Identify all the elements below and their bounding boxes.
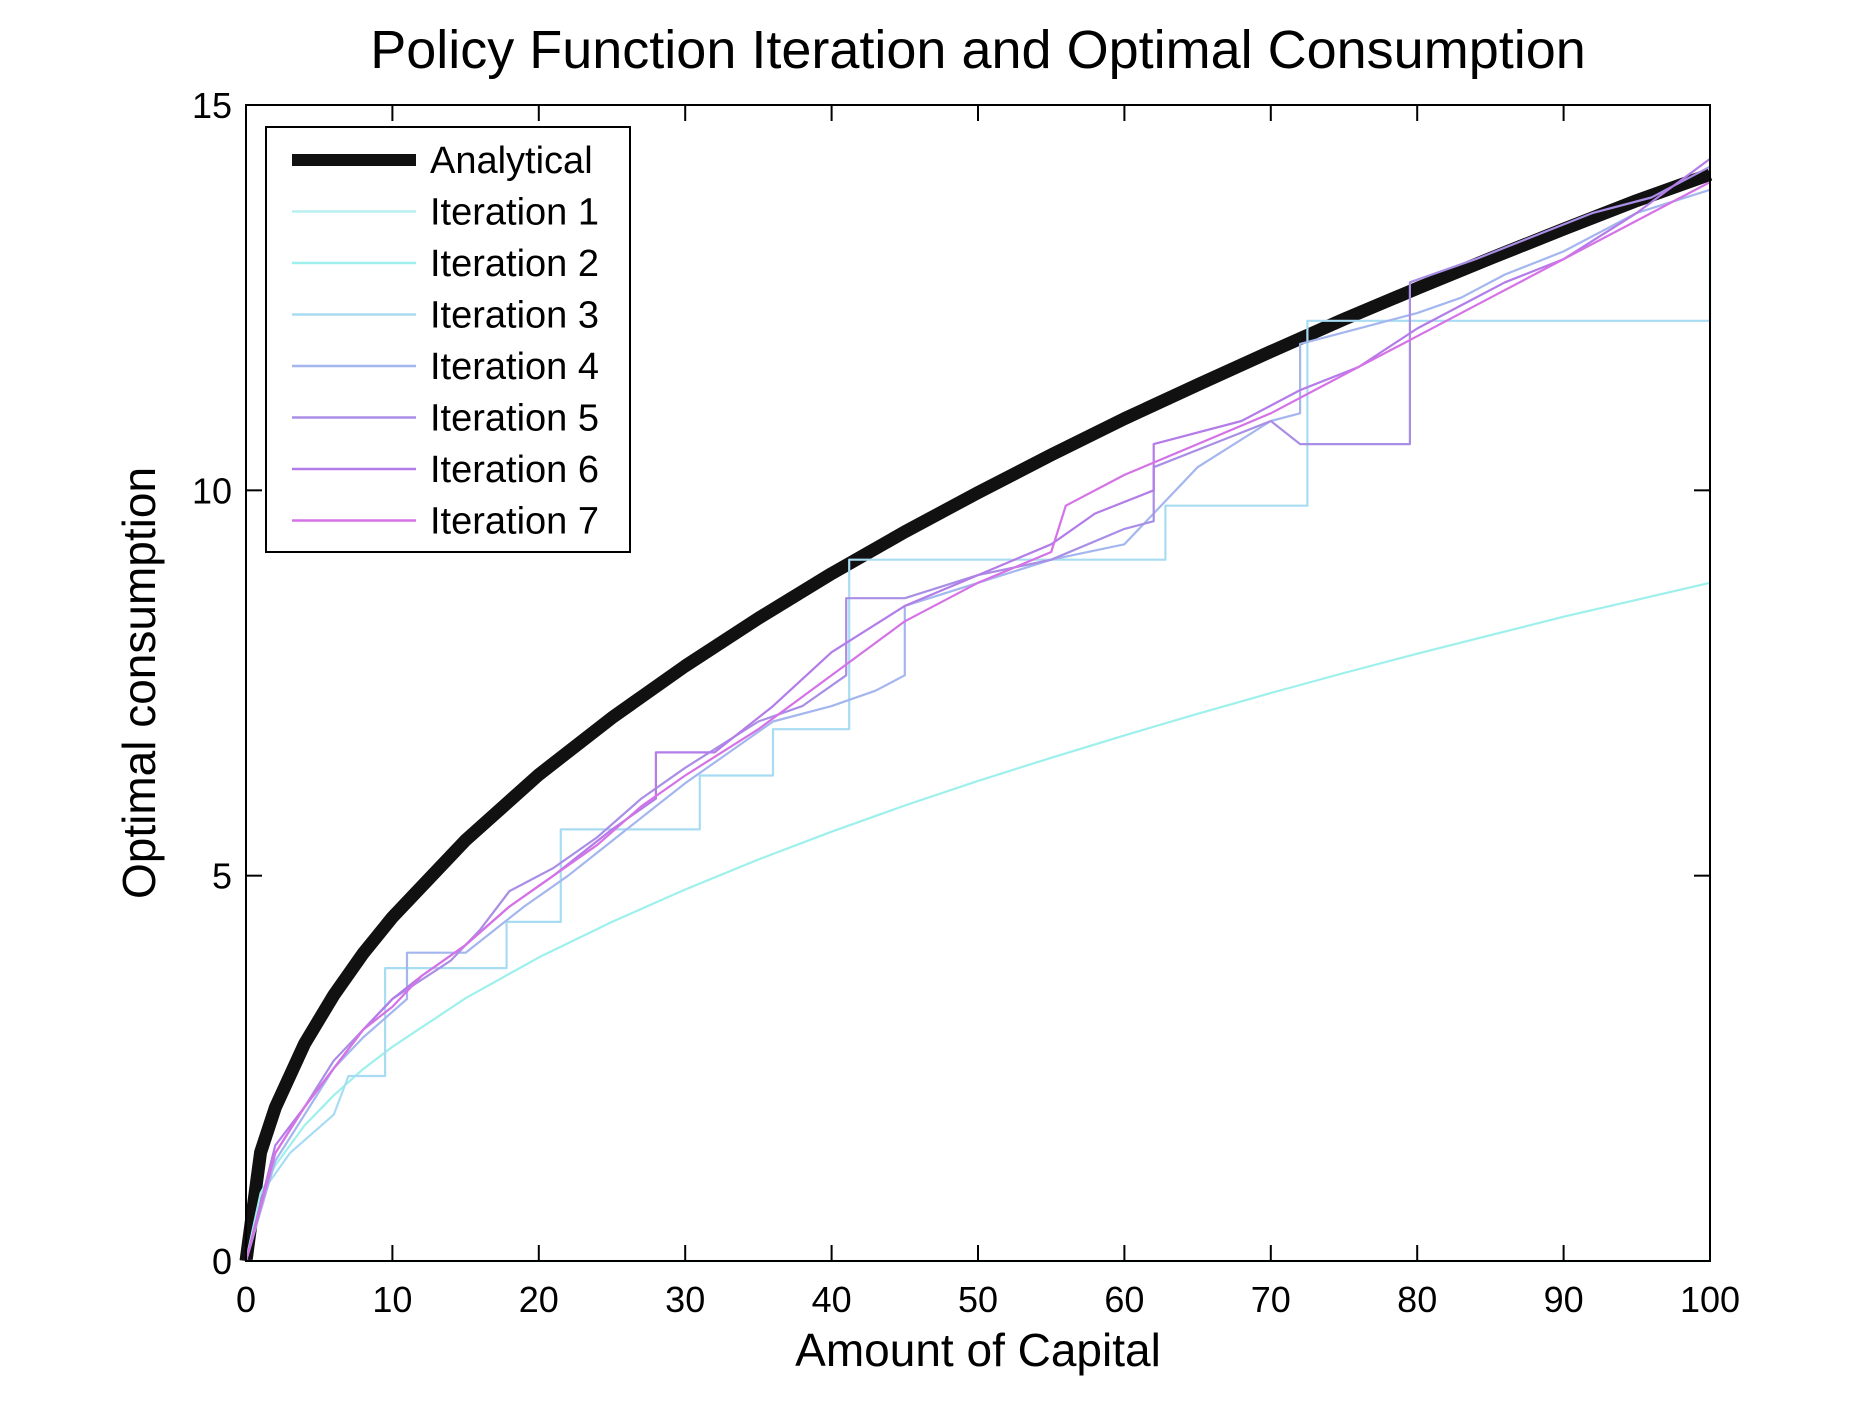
x-axis: 0 10 20 30 40 50 60 70 80 90 100 xyxy=(236,105,1740,1320)
x-tick-label: 10 xyxy=(372,1279,412,1320)
x-tick-label: 20 xyxy=(519,1279,559,1320)
x-tick-label: 30 xyxy=(665,1279,705,1320)
legend-label-iteration-3: Iteration 3 xyxy=(430,295,599,337)
y-axis: 0 5 10 15 xyxy=(192,85,1710,1282)
series-line-iteration-3 xyxy=(244,251,1712,1262)
x-tick-label: 60 xyxy=(1104,1279,1144,1320)
x-tick-label: 90 xyxy=(1544,1279,1584,1320)
legend-label-iteration-6: Iteration 6 xyxy=(430,449,599,491)
legend-label-iteration-4: Iteration 4 xyxy=(430,346,599,388)
legend-label-analytical: Analytical xyxy=(430,140,593,182)
series-line-iteration-2 xyxy=(244,581,1711,1262)
y-axis-label: Optimal consumption xyxy=(113,467,165,899)
x-tick-label: 40 xyxy=(812,1279,852,1320)
y-tick-label: 10 xyxy=(192,470,232,511)
legend-label-iteration-7: Iteration 7 xyxy=(430,501,599,543)
x-tick-label: 70 xyxy=(1251,1279,1291,1320)
chart-title: Policy Function Iteration and Optimal Co… xyxy=(370,20,1586,80)
legend-entries: Analytical Iteration 1 Iteration 2 Iteratio… xyxy=(292,140,599,543)
legend-label-iteration-5: Iteration 5 xyxy=(430,398,599,440)
y-tick-label: 15 xyxy=(192,85,232,126)
series-line-analytical xyxy=(239,168,1713,1262)
legend-box xyxy=(265,126,631,553)
y-tick-label: 0 xyxy=(212,1241,232,1282)
x-axis-label: Amount of Capital xyxy=(795,1324,1161,1376)
series-line-iteration-4 xyxy=(244,188,1711,1262)
legend-label-iteration-1: Iteration 1 xyxy=(430,192,599,234)
x-tick-label: 80 xyxy=(1397,1279,1437,1320)
x-tick-label: 0 xyxy=(236,1279,256,1320)
series-line-iteration-6 xyxy=(244,158,1711,1262)
legend: Analytical Iteration 1 Iteration 2 Iteratio… xyxy=(265,126,631,553)
x-tick-label: 100 xyxy=(1680,1279,1740,1320)
legend-label-iteration-2: Iteration 2 xyxy=(430,243,599,285)
y-tick-label: 5 xyxy=(212,856,232,897)
series-line-iteration-7 xyxy=(244,181,1711,1262)
x-tick-label: 50 xyxy=(958,1279,998,1320)
